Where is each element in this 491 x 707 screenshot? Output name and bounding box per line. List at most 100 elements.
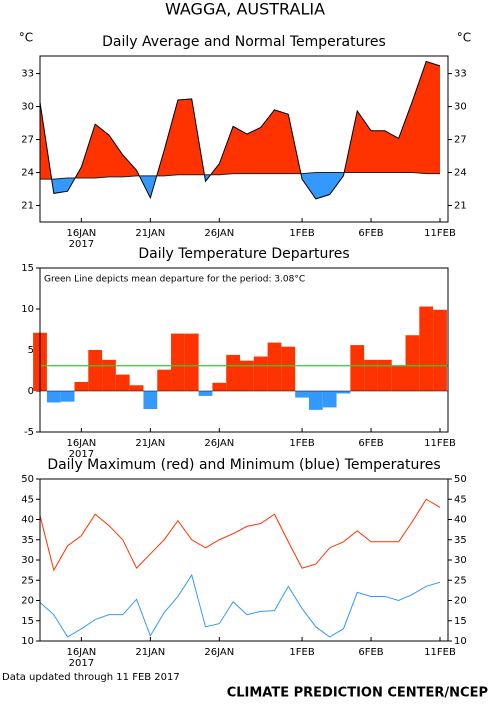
page-title: WAGGA, AUSTRALIA <box>165 0 325 19</box>
bar <box>212 382 227 391</box>
bar <box>308 391 323 410</box>
bar <box>350 345 365 391</box>
bar <box>281 346 296 391</box>
x-tick-label: 21JAN <box>135 228 165 239</box>
y-tick-label: 40 <box>21 515 34 526</box>
bar <box>364 359 378 391</box>
bar <box>295 391 309 398</box>
x-tick-label: 26JAN <box>204 228 234 239</box>
x-tick-label: 11FEB <box>424 228 456 239</box>
bar <box>433 309 447 391</box>
bar <box>157 369 172 391</box>
y-tick-label-right: 30 <box>454 555 467 566</box>
bar <box>88 350 103 391</box>
y-tick-label: 35 <box>21 535 34 546</box>
bar <box>102 359 116 391</box>
x-tick-label: 1FEB <box>289 647 314 658</box>
y-tick-label-right: 25 <box>454 575 467 586</box>
x-tick-label: 6FEB <box>358 228 383 239</box>
y-tick-label: 20 <box>21 596 34 607</box>
panel-title: Daily Maximum (red) and Minimum (blue) T… <box>47 457 440 473</box>
line-minimum <box>39 573 441 638</box>
x-year-label: 2017 <box>69 658 94 669</box>
y-axis-label-right: °C <box>457 31 471 45</box>
x-tick-label: 6FEB <box>358 647 383 658</box>
bar <box>240 360 254 391</box>
x-tick-label: 26JAN <box>204 438 234 449</box>
y-tick-label: 10 <box>21 636 34 647</box>
y-tick-label: 15 <box>21 263 34 274</box>
x-tick-label: 11FEB <box>424 438 456 449</box>
y-tick-label-right: 27 <box>454 135 467 146</box>
x-year-label: 2017 <box>69 239 94 250</box>
x-tick-label: 1FEB <box>289 438 314 449</box>
y-tick-label: 30 <box>21 555 34 566</box>
bar <box>171 333 185 391</box>
y-tick-label: 5 <box>28 345 34 356</box>
y-tick-label: 50 <box>21 474 34 485</box>
x-tick-label: 16JAN <box>66 228 96 239</box>
x-tick-label: 11FEB <box>424 647 456 658</box>
y-tick-label-right: 33 <box>454 69 467 80</box>
y-tick-label: 15 <box>21 616 34 627</box>
y-tick-label: 0 <box>28 386 34 397</box>
y-tick-label-right: 35 <box>454 535 467 546</box>
x-tick-label: 26JAN <box>204 647 234 658</box>
bar <box>184 333 199 391</box>
y-tick-label-right: 24 <box>454 168 467 179</box>
x-tick-label: 16JAN <box>66 647 96 658</box>
y-tick-label: 30 <box>21 102 34 113</box>
footer-note: Data updated through 11 FEB 2017 <box>2 672 180 683</box>
y-tick-label: 10 <box>21 304 34 315</box>
x-tick-label: 21JAN <box>135 647 165 658</box>
line-average <box>39 60 441 200</box>
y-tick-label: -5 <box>24 427 34 438</box>
bar <box>419 306 434 391</box>
x-tick-label: 1FEB <box>289 228 314 239</box>
bar <box>336 391 351 394</box>
bar <box>74 381 89 391</box>
y-tick-label-right: 15 <box>454 616 467 627</box>
y-tick-label-right: 40 <box>454 515 467 526</box>
y-tick-label: 45 <box>21 494 34 505</box>
bar <box>253 356 268 391</box>
y-tick-label-right: 21 <box>454 201 467 212</box>
line-normal <box>40 172 440 180</box>
y-axis-label: °C <box>19 31 33 45</box>
panel-title: Daily Average and Normal Temperatures <box>102 34 386 50</box>
bar <box>405 335 420 391</box>
bar <box>60 391 75 402</box>
bar <box>267 342 282 391</box>
x-tick-label: 6FEB <box>358 438 383 449</box>
bar <box>143 391 158 410</box>
panel-title: Daily Temperature Departures <box>138 246 349 262</box>
y-tick-label: 33 <box>21 69 34 80</box>
line-maximum <box>39 498 441 572</box>
bar <box>226 354 240 391</box>
x-year-label: 2017 <box>69 449 94 460</box>
y-tick-label-right: 10 <box>454 636 467 647</box>
y-tick-label: 24 <box>21 168 34 179</box>
y-tick-label: 27 <box>21 135 34 146</box>
y-tick-label-right: 30 <box>454 102 467 113</box>
footer-credit: CLIMATE PREDICTION CENTER/NCEP <box>227 686 488 701</box>
annotation: Green Line depicts mean departure for th… <box>44 275 305 285</box>
bar <box>129 385 144 391</box>
y-tick-label-right: 45 <box>454 494 467 505</box>
panel-frame <box>39 478 449 642</box>
bar <box>391 365 406 391</box>
y-tick-label-right: 20 <box>454 596 467 607</box>
bar <box>198 391 213 396</box>
y-tick-label: 21 <box>21 201 34 212</box>
panel-frame <box>39 55 449 223</box>
bar <box>115 374 130 391</box>
bar <box>322 391 337 408</box>
x-tick-label: 21JAN <box>135 438 165 449</box>
y-tick-label: 25 <box>21 575 34 586</box>
bar <box>377 359 392 391</box>
bar <box>46 391 61 403</box>
panel-frame <box>39 267 449 433</box>
x-tick-label: 16JAN <box>66 438 96 449</box>
